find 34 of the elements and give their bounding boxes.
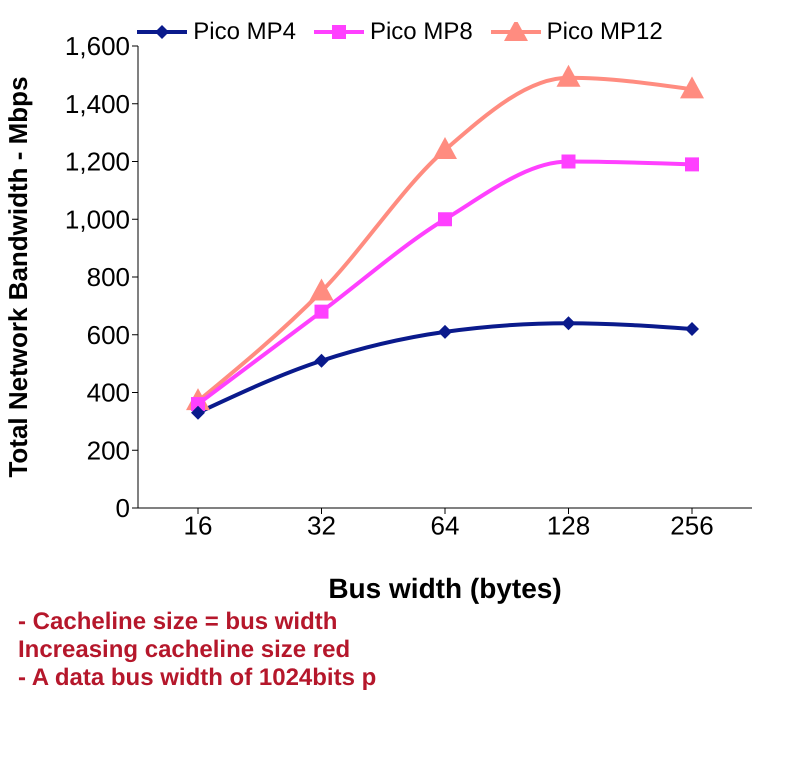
point: [562, 154, 576, 168]
point: [438, 212, 452, 226]
x-tick-label: 256: [670, 510, 714, 540]
text: Increasing cacheline size red: [18, 636, 352, 664]
y-tick-label: 800: [86, 262, 130, 292]
point: [314, 304, 328, 319]
y-axis-title: Total Network Bandwidth - Mbps: [3, 76, 34, 478]
legend-label: Pico MP12: [546, 18, 663, 46]
point: [438, 324, 452, 339]
x-tick-label: 32: [307, 510, 336, 540]
y-tick-label: 1,400: [64, 88, 130, 119]
point: [433, 136, 457, 159]
y-tick-label: 400: [86, 378, 130, 408]
x-tick-label: 16: [184, 510, 212, 540]
point: [680, 76, 704, 98]
x-axis-title: Bus width (bytes): [328, 573, 562, 604]
text: - Cacheline size = bus width: [18, 608, 338, 636]
y-tick-label: 200: [86, 435, 130, 466]
y-tick-label: 1,000: [64, 204, 130, 234]
point: [685, 322, 699, 336]
point: [314, 354, 328, 368]
y-tick-label: 1,200: [64, 146, 130, 177]
y-tick-label: 600: [86, 320, 130, 350]
y-tick-label: 0: [116, 493, 130, 524]
x-tick-label: 64: [430, 510, 460, 540]
x-tick-label: 128: [546, 510, 590, 540]
point: [562, 316, 576, 330]
legend-label: Pico MP4: [193, 18, 296, 46]
point: [556, 64, 580, 87]
point: [685, 157, 699, 172]
legend-label: Pico MP8: [370, 18, 473, 46]
y-tick-label: 1,600: [64, 31, 130, 62]
text: - A data bus width of 1024bits p: [18, 664, 378, 692]
point: [191, 406, 205, 420]
